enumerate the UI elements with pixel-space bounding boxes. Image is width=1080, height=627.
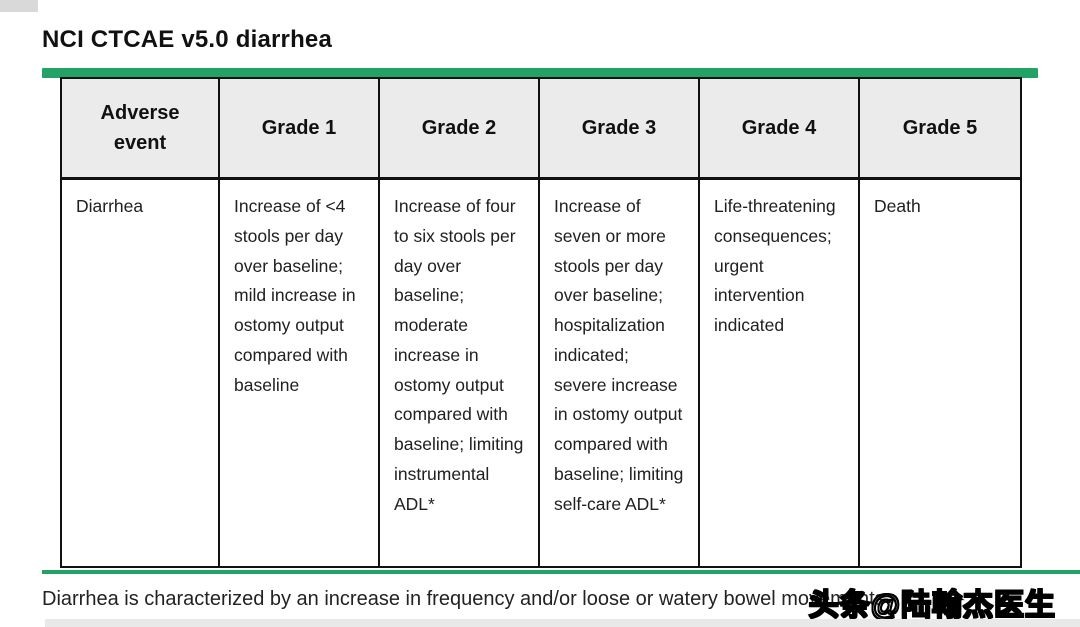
- table-row-diarrhea: Diarrhea Increase of <4 stools per day o…: [60, 177, 1022, 568]
- table-header-row: Adverse event Grade 1 Grade 2 Grade 3 Gr…: [60, 77, 1022, 180]
- header-grade-3: Grade 3: [538, 77, 700, 180]
- page-title: NCI CTCAE v5.0 diarrhea: [42, 26, 333, 53]
- top-accent-bar: [42, 68, 1038, 78]
- cell-grade-4: Life-threatening consequences; urgent in…: [698, 177, 860, 568]
- cell-adverse-event: Diarrhea: [60, 177, 220, 568]
- watermark-logo: 头条@陆翰杰医生: [808, 588, 1056, 623]
- header-adverse-event: Adverse event: [60, 77, 220, 180]
- cell-grade-3: Increase of seven or more stools per day…: [538, 177, 700, 568]
- cell-grade-2: Increase of four to six stools per day o…: [378, 177, 540, 568]
- grading-table: Adverse event Grade 1 Grade 2 Grade 3 Gr…: [60, 77, 1022, 568]
- header-grade-5: Grade 5: [858, 77, 1022, 180]
- cell-grade-1: Increase of <4 stools per day over basel…: [218, 177, 380, 568]
- bottom-divider: [45, 619, 1080, 627]
- bottom-accent-bar: [42, 570, 1080, 574]
- cell-grade-5: Death: [858, 177, 1022, 568]
- header-grade-2: Grade 2: [378, 77, 540, 180]
- header-grade-4: Grade 4: [698, 77, 860, 180]
- header-grade-1: Grade 1: [218, 77, 380, 180]
- definition-text: Diarrhea is characterized by an increase…: [42, 588, 885, 610]
- corner-artifact: [0, 0, 38, 12]
